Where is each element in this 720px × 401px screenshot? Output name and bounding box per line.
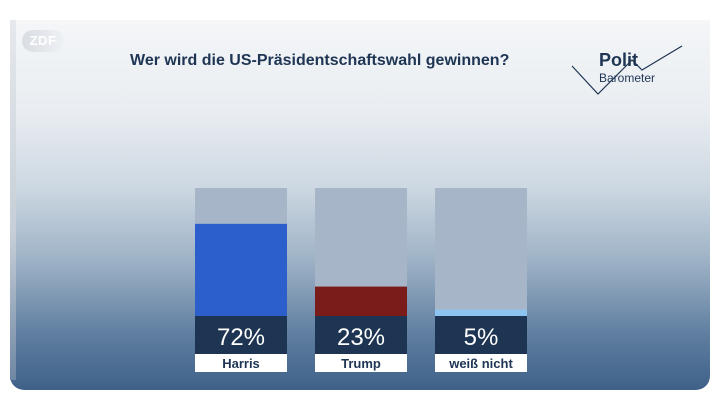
- category-label-0: Harris: [222, 356, 260, 371]
- chart-title: Wer wird die US-Präsidentschaftswahl gew…: [130, 52, 510, 69]
- value-box-2: [435, 316, 527, 354]
- brand-barometer: Barometer: [599, 71, 656, 85]
- value-box-1: [315, 316, 407, 354]
- bar-track-2: [435, 188, 527, 316]
- value-label-1: 23%: [337, 324, 385, 351]
- value-box-0: [195, 316, 287, 354]
- politbarometer-logo: Polit Barometer: [570, 44, 690, 104]
- politbarometer-check-icon: [571, 45, 683, 95]
- category-box-2: [435, 354, 527, 372]
- zdf-logo: ZDF: [22, 30, 64, 52]
- top-strip: [0, 0, 720, 20]
- category-label-1: Trump: [341, 356, 381, 371]
- bar-2: [435, 309, 527, 316]
- brand-polit: Polit: [599, 50, 638, 70]
- category-box-0: [195, 354, 287, 372]
- value-label-0: 72%: [217, 324, 265, 351]
- category-label-2: weiß nicht: [448, 356, 513, 371]
- bar-0: [195, 223, 287, 316]
- category-box-1: [315, 354, 407, 372]
- value-label-2: 5%: [464, 324, 499, 351]
- card-edge: [10, 20, 16, 380]
- bar-1: [315, 286, 407, 316]
